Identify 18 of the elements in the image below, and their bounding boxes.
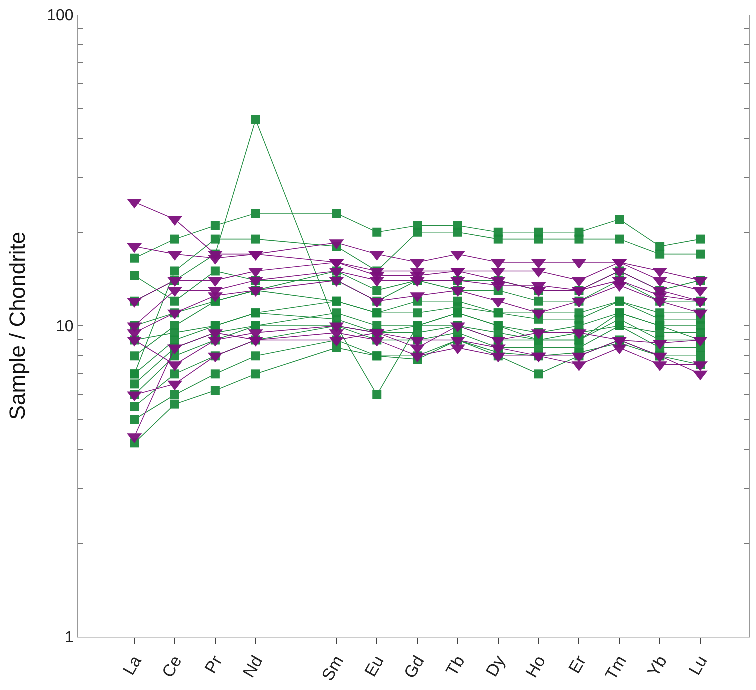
x-tick-label: Tb	[442, 652, 469, 680]
y-tick-label: 1	[64, 630, 74, 647]
x-tick-label: Ce	[158, 652, 186, 681]
x-tick-label: Pr	[201, 652, 226, 677]
x-tick-label: Nd	[239, 652, 267, 681]
y-axis-title: Sample / Chondrite	[4, 232, 30, 420]
x-tick-label: Sm	[318, 652, 348, 684]
x-tick-label: Yb	[644, 652, 671, 680]
x-tick-label: Er	[565, 652, 590, 677]
y-tick-label: 10	[56, 318, 74, 336]
y-tick-label: 100	[47, 8, 74, 25]
x-tick-label: Dy	[482, 652, 510, 680]
x-tick-label: Ho	[522, 652, 550, 681]
x-tick-label: Gd	[400, 652, 428, 682]
x-tick-label: La	[120, 652, 146, 679]
x-tick-label: Eu	[361, 652, 388, 680]
x-tick-label: Tm	[602, 652, 630, 684]
x-tick-label: Lu	[685, 652, 712, 679]
